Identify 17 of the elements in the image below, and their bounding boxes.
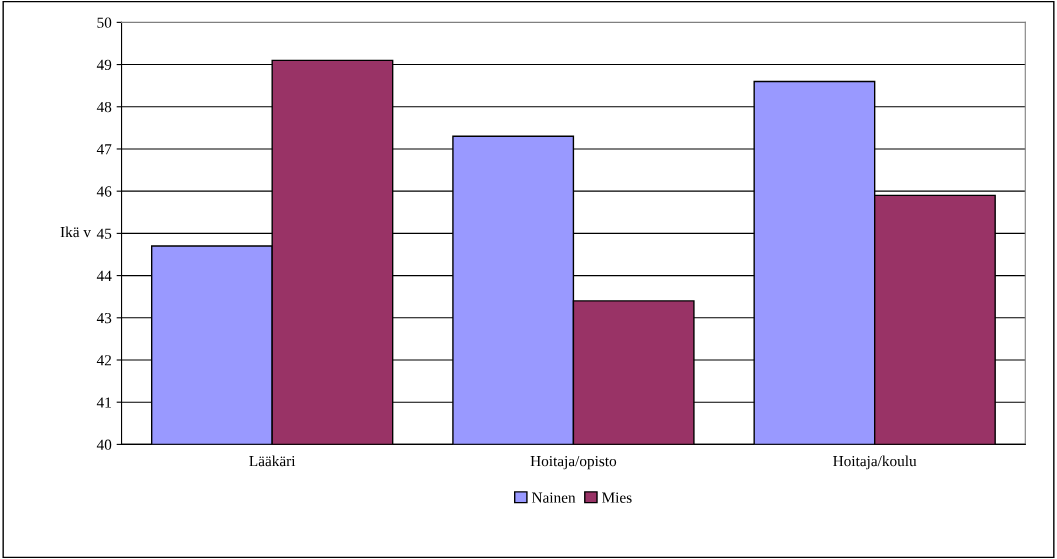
y-tick-label: 48 xyxy=(96,101,112,113)
y-axis-title: Ikä v xyxy=(60,226,91,238)
y-tick-label: 46 xyxy=(96,186,112,197)
y-tick-label: 45 xyxy=(96,228,112,239)
y-tick-label: 47 xyxy=(96,144,112,155)
y-tick-label: 43 xyxy=(96,312,112,324)
x-tick-label: Hoitaja/opisto xyxy=(530,456,617,470)
x-tick-label: Hoitaja/koulu xyxy=(833,455,917,470)
y-tick-label: 44 xyxy=(96,270,112,281)
y-tick-label: 42 xyxy=(96,355,111,366)
x-tick-label: Lääkäri xyxy=(249,455,296,467)
y-tick-label: 50 xyxy=(97,17,112,28)
legend-label: Mies xyxy=(602,492,632,503)
y-tick-label: 49 xyxy=(96,59,112,71)
y-tick-label: 40 xyxy=(96,439,112,450)
y-tick-label: 41 xyxy=(96,397,111,408)
legend-label: Nainen xyxy=(531,492,576,503)
